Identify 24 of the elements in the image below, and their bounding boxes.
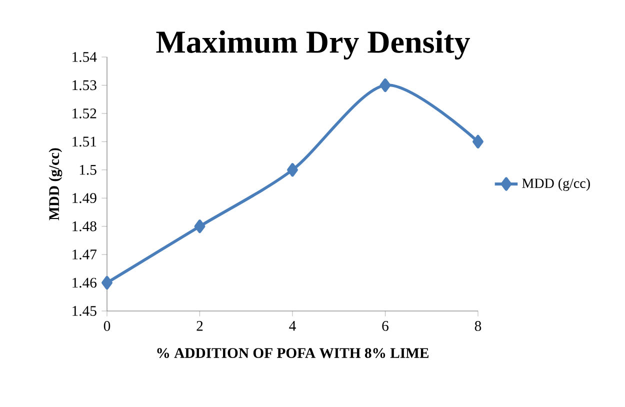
y-tick-label: 1.52: [72, 108, 96, 118]
y-tick-label: 1.48: [72, 221, 96, 232]
y-tick-label: 1.54: [72, 52, 97, 62]
chart-title: Maximum Dry Density: [156, 30, 470, 60]
y-tick-label: 1.46: [72, 278, 97, 288]
x-axis-title: % ADDITION OF POFA WITH 8% LIME: [157, 348, 428, 358]
point: [380, 78, 391, 92]
point: [194, 220, 206, 234]
y-tick-label: 1.49: [72, 193, 96, 204]
y-axis-title: MDD (g/cc): [48, 148, 62, 220]
point: [287, 163, 298, 177]
y-tick-label: 1.45: [72, 306, 96, 316]
point: [472, 134, 484, 148]
x-tick-label: 6: [382, 321, 388, 331]
x-tick-label: 8: [474, 321, 482, 331]
x-tick-label: 4: [289, 321, 296, 331]
x-tick-label: 2: [196, 321, 203, 331]
y-tick-label: 1.51: [72, 136, 96, 147]
y-tick-label: 1.53: [72, 80, 96, 90]
legend-label: MDD (g/cc): [522, 178, 590, 191]
x-tick-label: 0: [104, 321, 110, 331]
y-tick-label: 1.5: [80, 164, 96, 175]
y-tick-label: 1.47: [72, 250, 97, 260]
point: [102, 276, 112, 290]
